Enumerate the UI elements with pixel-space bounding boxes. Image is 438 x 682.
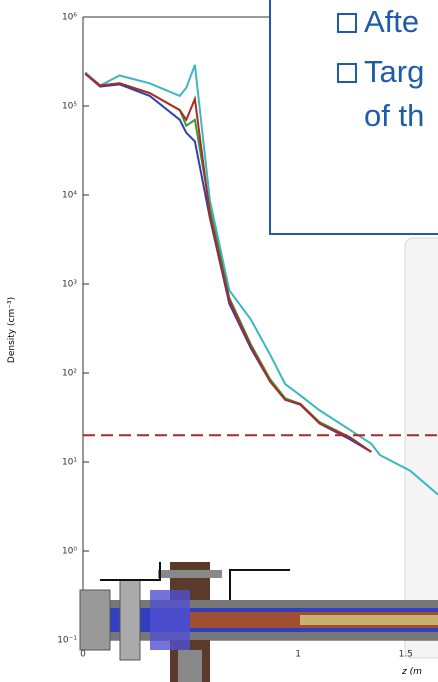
y-tick-label: 10¹ bbox=[62, 458, 77, 468]
y-tick-label: 10³ bbox=[62, 280, 77, 290]
x-tick-label: 1 bbox=[295, 650, 301, 660]
y-tick-label: 10² bbox=[62, 369, 77, 379]
overlay-text: Targ bbox=[364, 54, 424, 89]
y-tick-label: 10⁻¹ bbox=[57, 636, 77, 646]
overlay-text: Afte bbox=[364, 4, 419, 39]
y-tick-label: 10⁴ bbox=[62, 191, 77, 201]
y-tick-label: 10⁰ bbox=[62, 547, 77, 557]
y-tick-label: 10⁶ bbox=[62, 13, 77, 23]
apparatus-image bbox=[80, 562, 438, 682]
x-axis-label: z (m bbox=[401, 667, 422, 677]
background-panel bbox=[405, 238, 438, 658]
y-axis-label: Density (cm⁻³) bbox=[7, 297, 17, 363]
overlay-text: of th bbox=[364, 98, 424, 133]
chart: Density (cm⁻³) z (m 10⁻¹ 10⁰ 10¹ 10² 10³ 10⁴ 1… bbox=[0, 0, 438, 682]
x-tick-label: 0 bbox=[80, 650, 86, 660]
y-tick-label: 10⁵ bbox=[62, 102, 77, 112]
x-tick-label: 1.5 bbox=[399, 650, 413, 660]
